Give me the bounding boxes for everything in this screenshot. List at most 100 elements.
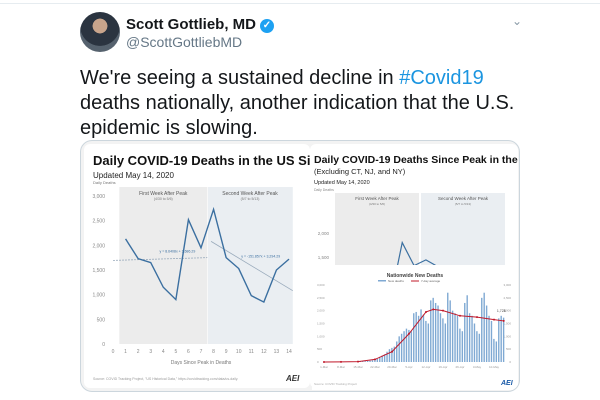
y-tick-label-left: 500: [317, 347, 322, 351]
author-name[interactable]: Scott Gottlieb, MD ✓: [126, 16, 274, 33]
y-axis-label: Daily Deaths: [93, 180, 116, 185]
chevron-down-icon[interactable]: ⌄: [512, 14, 523, 28]
bar: [396, 341, 398, 362]
y-tick-label-right: 1,000: [503, 334, 511, 338]
bar: [461, 331, 464, 362]
bar: [427, 323, 430, 362]
charts-image: Daily COVID-19 Deaths in the US Since Pe…: [84, 144, 520, 390]
bar: [422, 314, 425, 362]
bar: [410, 331, 413, 362]
bar: [442, 318, 444, 362]
bar: [415, 311, 417, 362]
bar: [434, 302, 437, 362]
x-tick-label: 15-Mar: [353, 365, 363, 369]
hashtag-link[interactable]: #Covid19: [399, 67, 484, 89]
verified-badge-icon: ✓: [260, 19, 274, 33]
average-point: [459, 314, 461, 317]
panel-first-week: [335, 193, 419, 273]
author-name-text[interactable]: Scott Gottlieb, MD: [126, 16, 256, 33]
bar: [449, 300, 451, 362]
bar: [454, 313, 456, 362]
x-tick-label: 7: [200, 349, 203, 355]
bar: [408, 329, 410, 362]
y-tick-label: 1,500: [92, 268, 105, 274]
chart-updated: Updated May 14, 2020: [314, 180, 370, 186]
chart-title: Daily COVID-19 Deaths in the US Since Pe…: [93, 153, 360, 168]
x-tick-label: 8-Mar: [337, 365, 345, 369]
x-tick-label: 1: [124, 349, 127, 355]
x-tick-label: 8: [212, 349, 215, 355]
chart-title: Nationwide New Deaths: [387, 273, 444, 279]
y-tick-label-right: 500: [506, 347, 511, 351]
y-tick-label-right: 1,500: [503, 322, 511, 326]
bar: [439, 313, 442, 362]
bar: [369, 360, 371, 362]
average-point: [323, 361, 325, 363]
x-axis-label: Days Since Peak in Deaths: [171, 360, 232, 366]
divider: [0, 3, 600, 4]
bar: [413, 313, 415, 362]
bar: [473, 323, 476, 362]
aei-logo: AEI: [285, 374, 300, 383]
y-tick-label-left: 0: [317, 360, 319, 364]
avatar[interactable]: [80, 12, 120, 52]
bar: [478, 333, 481, 362]
bar: [371, 360, 374, 362]
bar: [488, 315, 490, 362]
bar: [500, 315, 502, 362]
x-tick-label: 9: [225, 349, 228, 355]
x-tick-label: 2: [137, 349, 140, 355]
bar: [400, 333, 403, 362]
x-tick-label: 3: [149, 349, 152, 355]
bar: [420, 309, 422, 362]
bar: [403, 331, 405, 362]
y-tick-label-left: 1,500: [317, 322, 325, 326]
average-point: [408, 332, 410, 335]
bar: [388, 349, 391, 362]
average-point: [493, 318, 495, 321]
x-tick-label: 5: [174, 349, 177, 355]
y-tick-label-right: 2,500: [503, 296, 511, 300]
bar: [425, 320, 427, 362]
y-tick-label: 0: [102, 342, 105, 348]
bar: [466, 295, 468, 362]
tweet-media[interactable]: Daily COVID-19 Deaths in the US Since Pe…: [80, 140, 520, 392]
panel-label: First Week After Peak: [355, 196, 399, 201]
y-tick-label: 2,000: [318, 231, 330, 236]
average-point: [425, 310, 427, 313]
y-tick-label-right: 3,000: [503, 283, 511, 287]
x-tick-label: 6: [187, 349, 190, 355]
bar: [393, 346, 396, 362]
trend-equation: y = 8.6408x + 1,686.29: [160, 250, 196, 254]
panel-first-week: [119, 187, 208, 344]
panel-dates: (4/30 to 5/6): [154, 197, 173, 201]
chart-title: Daily COVID-19 Deaths Since Peak in the …: [314, 154, 520, 166]
x-tick-label: 10: [236, 349, 242, 355]
y-tick-label: 1,500: [318, 255, 330, 260]
x-tick-label: 12: [261, 349, 267, 355]
average-point: [476, 316, 478, 319]
end-value-label: 1,728: [497, 309, 506, 313]
x-tick-label: 13: [274, 349, 280, 355]
x-tick-label: 12-Apr: [421, 365, 430, 369]
panel-label: Second Week After Peak: [222, 191, 278, 197]
average-point: [432, 308, 435, 311]
trendline-first: [112, 257, 208, 261]
bar: [379, 356, 381, 362]
author-handle[interactable]: @ScottGottliebMD: [126, 34, 243, 50]
bar: [459, 328, 461, 362]
y-tick-label-left: 3,000: [317, 283, 325, 287]
bar: [391, 347, 393, 362]
bar: [383, 354, 386, 362]
x-tick-label: 29-Mar: [387, 365, 397, 369]
legend-label: 7-day average: [421, 279, 441, 283]
bar: [498, 318, 500, 362]
panel-dates: (5/7 to 5/13): [455, 202, 471, 206]
bar: [405, 328, 408, 362]
bar: [447, 292, 449, 362]
bar: [476, 331, 478, 362]
y-tick-label: 500: [97, 317, 106, 323]
bar: [398, 336, 400, 362]
bar: [386, 351, 388, 362]
